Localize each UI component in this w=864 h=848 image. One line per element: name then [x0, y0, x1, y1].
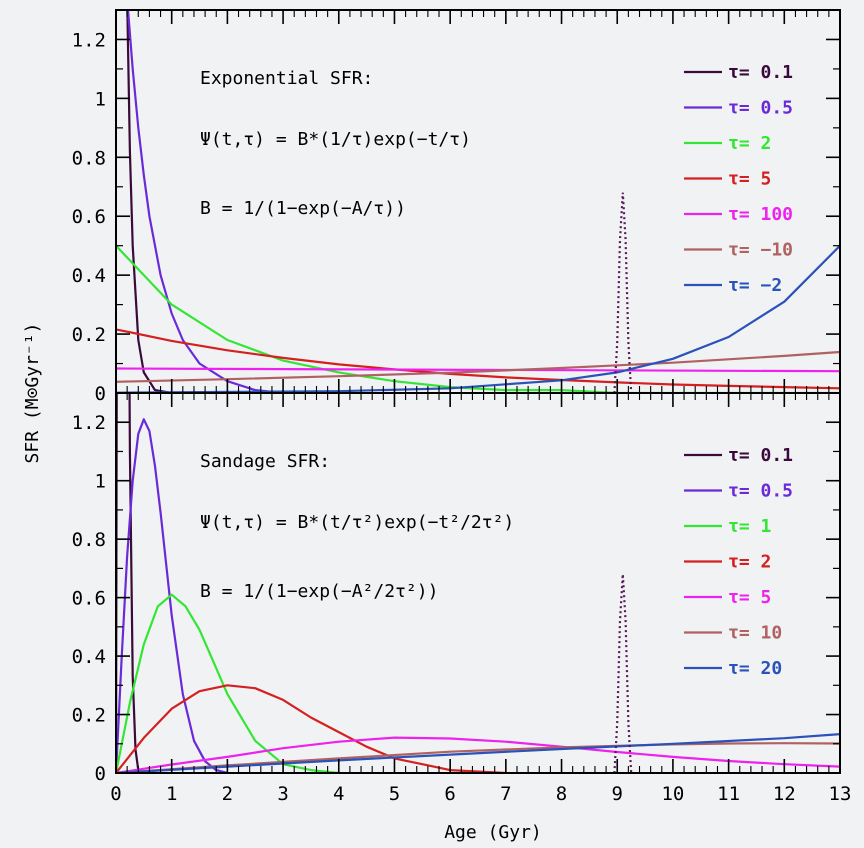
y-tick-label: 0: [95, 383, 106, 405]
y-tick-label: 0.2: [72, 705, 106, 727]
top-series-line: [116, 244, 840, 393]
bottom-series-line: [116, 684, 506, 773]
y-tick-label: 0.6: [72, 206, 106, 228]
legend-label: τ= 2: [728, 133, 771, 154]
x-tick-label: 12: [773, 783, 796, 805]
y-tick-label: 1.2: [72, 412, 106, 434]
legend-label: τ= 10: [728, 623, 782, 644]
legend-label: τ= 1: [728, 516, 771, 537]
x-tick-label: 11: [717, 783, 740, 805]
bottom-dotted-spike: [613, 574, 633, 773]
top-annotation: B = 1/(1−exp(−A/τ)): [200, 198, 406, 219]
y-axis-label: SFR (M⊙Gyr⁻¹): [22, 323, 43, 464]
x-tick-label: 13: [829, 783, 852, 805]
top-series-line: [116, 328, 840, 390]
x-tick-label: 6: [444, 783, 455, 805]
bottom-series-line: [116, 733, 840, 773]
bottom-annotation: B = 1/(1−exp(−A²/2τ²)): [200, 581, 438, 602]
y-tick-label: 1: [95, 88, 106, 110]
legend-label: τ= 0.5: [728, 481, 793, 502]
bottom-annotation: Ψ(t,τ) = B*(t/τ²)exp(−t²/2τ²): [200, 512, 514, 533]
y-tick-label: 0.6: [72, 588, 106, 610]
top-dotted-spike: [613, 192, 633, 393]
x-tick-label: 7: [500, 783, 511, 805]
legend-label: τ= −10: [728, 240, 793, 261]
legend-label: τ= 20: [728, 658, 782, 679]
x-tick-label: 8: [556, 783, 567, 805]
bottom-series-line: [116, 736, 840, 773]
x-tick-label: 10: [661, 783, 684, 805]
legend-label: τ= 5: [728, 169, 771, 190]
bottom-series-line: [116, 418, 228, 773]
x-tick-label: 5: [389, 783, 400, 805]
x-axis-label: Age (Gyr): [444, 822, 542, 843]
top-annotation: Ψ(t,τ) = B*(1/τ)exp(−t/τ): [200, 129, 471, 150]
x-tick-label: 3: [277, 783, 288, 805]
y-tick-label: 0.8: [72, 529, 106, 551]
legend-label: τ= 2: [728, 552, 771, 573]
top-series-line: [116, 367, 840, 373]
y-tick-label: 0.4: [72, 646, 106, 668]
legend-label: τ= 5: [728, 587, 771, 608]
plot-frame: [115, 9, 841, 774]
legend-label: τ= 0.5: [728, 98, 793, 119]
y-tick-label: 0: [95, 763, 106, 785]
x-tick-label: 1: [166, 783, 177, 805]
x-tick-label: 0: [110, 783, 121, 805]
legend-label: τ= 0.1: [728, 62, 793, 83]
y-tick-label: 0.4: [72, 265, 106, 287]
bottom-annotation: Sandage SFR:: [200, 451, 330, 472]
legend-label: τ= 100: [728, 204, 793, 225]
x-tick-label: 9: [612, 783, 623, 805]
x-tick-label: 4: [333, 783, 344, 805]
legend-label: τ= −2: [728, 275, 782, 296]
top-series-line: [116, 350, 840, 383]
top-series-line: [126, 10, 172, 393]
y-tick-label: 1.2: [72, 29, 106, 51]
legend-label: τ= 0.1: [728, 445, 793, 466]
y-tick-label: 0.2: [72, 324, 106, 346]
top-annotation: Exponential SFR:: [200, 68, 373, 89]
bottom-series-line: [116, 393, 145, 773]
y-tick-label: 1: [95, 471, 106, 493]
x-tick-label: 2: [222, 783, 233, 805]
y-tick-label: 0.8: [72, 147, 106, 169]
